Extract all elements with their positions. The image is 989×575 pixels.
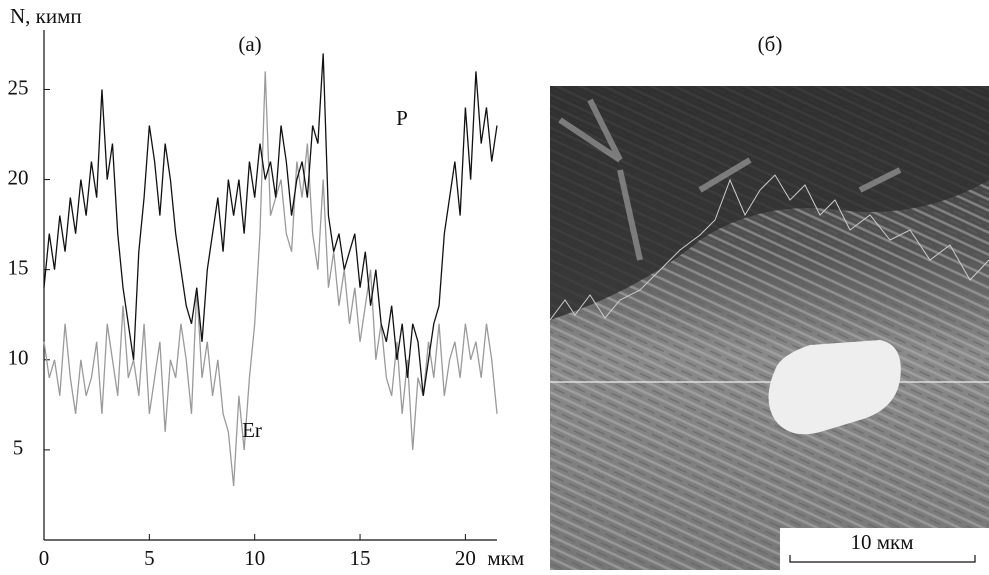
y-tick-label: 25 [8,75,29,99]
x-axis-label: мкм [487,546,524,570]
y-tick-label: 5 [13,436,24,460]
series-label: Er [242,418,262,442]
panel-label: (б) [758,32,783,56]
x-tick-label: 15 [350,546,371,570]
y-tick-label: 20 [8,165,29,189]
x-tick-label: 10 [244,546,265,570]
series-label: P [396,106,408,130]
y-tick-label: 10 [8,346,29,370]
x-tick-label: 0 [39,546,50,570]
y-tick-label: 15 [8,255,29,279]
panel-label: (а) [238,32,261,56]
x-tick-label: 20 [455,546,476,570]
y-axis-label: N, кимп [10,4,82,28]
series-line [43,53,498,396]
micrograph: 10 мкм [549,86,989,570]
scale-bar-label: 10 мкм [850,530,913,554]
series-line [43,71,498,486]
x-tick-label: 5 [144,546,155,570]
